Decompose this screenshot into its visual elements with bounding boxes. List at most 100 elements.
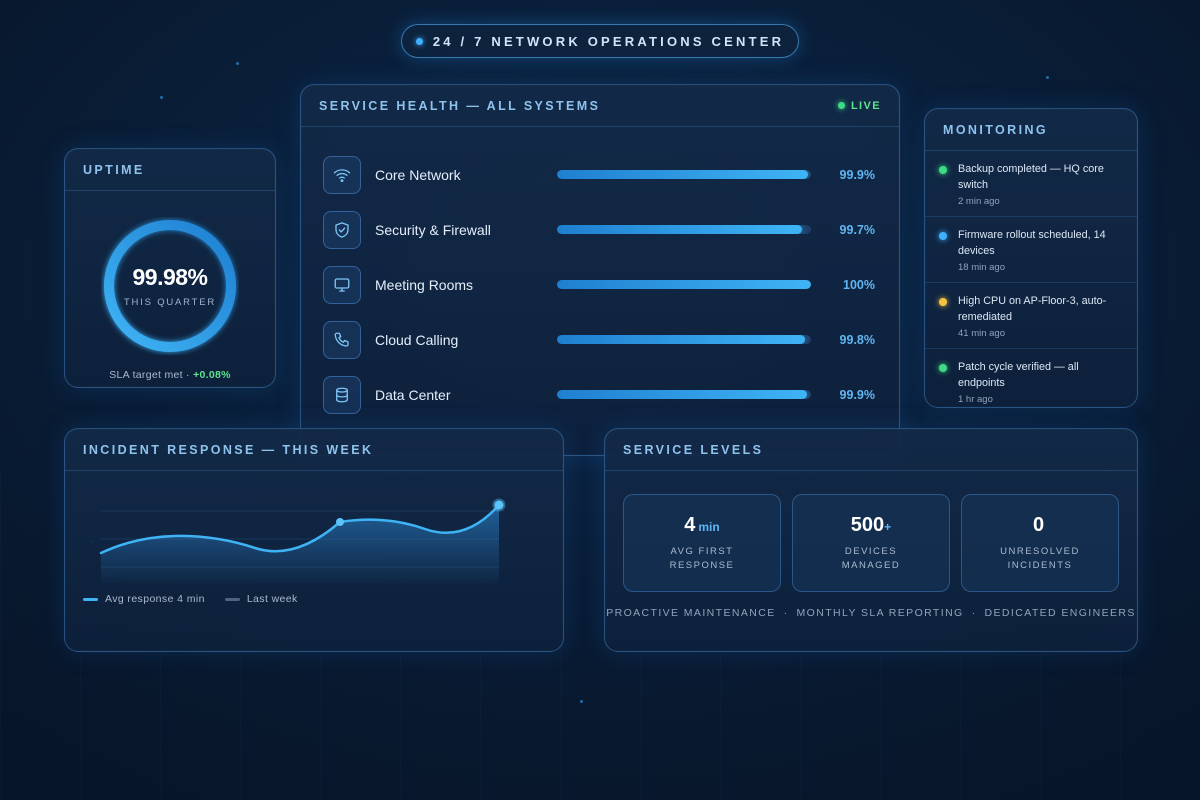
stat-label: DEVICES MANAGED	[842, 545, 901, 573]
stat-label: UNRESOLVED INCIDENTS	[1000, 545, 1080, 573]
service-name: Meeting Rooms	[375, 276, 474, 293]
service-health-bar	[557, 225, 811, 234]
service-name: Cloud Calling	[375, 331, 459, 348]
service-health-bar	[557, 390, 811, 399]
incident-response-title: INCIDENT RESPONSE — THIS WEEK	[83, 442, 374, 457]
uptime-subtitle: THIS QUARTER	[123, 297, 217, 308]
stat-label: AVG FIRST RESPONSE	[670, 545, 735, 573]
monitoring-event[interactable]: High CPU on AP-Floor-3, auto-remediated …	[925, 283, 1137, 349]
wifi-icon	[323, 155, 361, 194]
legend-current-label: Avg response 4 min	[105, 593, 205, 605]
stat-label-line: MANAGED	[841, 559, 901, 571]
service-row-security-firewall[interactable]: Security & Firewall 99.7%	[323, 202, 877, 257]
legend-previous-label: Last week	[246, 593, 298, 605]
footer-item: DEDICATED ENGINEERS	[984, 607, 1136, 619]
background-dot	[160, 96, 163, 99]
stat-number: 0	[1032, 513, 1045, 536]
stat-card-devices[interactable]: 500+ DEVICES MANAGED	[792, 494, 950, 592]
service-name: Data Center	[375, 386, 451, 403]
service-health-bar-fill	[557, 170, 809, 179]
chart-area	[101, 505, 499, 583]
service-levels-footer: PROACTIVE MAINTENANCE · MONTHLY SLA REPORT…	[605, 607, 1137, 619]
service-name: Core Network	[375, 166, 461, 183]
monitoring-event[interactable]: Firmware rollout scheduled, 14 devices 1…	[925, 217, 1137, 283]
stat-label-line: INCIDENTS	[1007, 559, 1073, 571]
monitoring-panel: MONITORING Backup completed — HQ core sw…	[924, 108, 1138, 408]
service-row-cloud-calling[interactable]: Cloud Calling 99.8%	[323, 312, 877, 367]
service-row-core-network[interactable]: Core Network 99.9%	[323, 147, 877, 202]
service-health-title: SERVICE HEALTH — ALL SYSTEMS	[319, 98, 601, 113]
stat-value: 500+	[851, 514, 891, 537]
sla-text: SLA target met ·	[109, 369, 194, 381]
monitoring-title: MONITORING	[943, 122, 1049, 137]
service-value: 99.7%	[839, 222, 875, 237]
live-dot-icon	[837, 102, 845, 109]
service-levels-panel: SERVICE LEVELS 4 min AVG FIRST RESPONSE 50…	[604, 428, 1138, 652]
status-led-icon	[415, 37, 423, 45]
monitoring-event-text: Backup completed — HQ core switch	[958, 163, 1104, 191]
sla-status: SLA target met · +0.08%	[65, 369, 275, 387]
live-badge: LIVE	[837, 99, 881, 112]
monitor-icon	[323, 265, 361, 304]
service-health-bar-fill	[557, 280, 811, 289]
legend-swatch	[83, 597, 98, 601]
legend-swatch	[224, 597, 240, 601]
uptime-title: UPTIME	[83, 162, 145, 177]
footer-item: PROACTIVE MAINTENANCE	[606, 607, 776, 619]
uptime-panel: UPTIME 99.98% THIS QUARTER SLA target me…	[64, 148, 276, 388]
monitoring-event-text: Firmware rollout scheduled, 14 devices	[958, 229, 1106, 257]
footer-item: MONTHLY SLA REPORTING	[796, 607, 964, 619]
uptime-value: 99.98%	[132, 264, 208, 290]
service-value: 100%	[843, 277, 875, 292]
stat-value: 0	[1033, 514, 1047, 537]
live-label: LIVE	[850, 99, 881, 112]
chart-point[interactable]	[336, 518, 344, 526]
monitoring-event-time: 1 hr ago	[958, 394, 993, 405]
monitoring-event-text: High CPU on AP-Floor-3, auto-remediated	[958, 295, 1107, 323]
service-health-bar-fill	[557, 390, 808, 399]
status-dot-icon	[939, 232, 947, 240]
incident-response-chart	[99, 498, 506, 583]
service-health-bar-fill	[557, 335, 805, 344]
status-dot-icon	[939, 166, 947, 174]
background-dot	[1046, 76, 1049, 79]
stat-value: 4 min	[684, 514, 719, 537]
chart-line-current	[99, 503, 501, 555]
monitoring-event[interactable]: Backup completed — HQ core switch 2 min …	[925, 151, 1137, 217]
service-row-data-center[interactable]: Data Center 99.9%	[323, 367, 877, 422]
service-health-panel: SERVICE HEALTH — ALL SYSTEMS LIVE Core N…	[300, 84, 900, 456]
chart-point-latest[interactable]	[492, 498, 506, 512]
incident-response-panel: INCIDENT RESPONSE — THIS WEEK Avg respon…	[64, 428, 564, 652]
stat-card-incidents[interactable]: 0 UNRESOLVED INCIDENTS	[961, 494, 1119, 592]
status-dot-icon	[939, 298, 947, 306]
stat-unit: min	[698, 519, 720, 534]
service-health-bar	[557, 335, 811, 344]
background-dot	[580, 700, 583, 703]
service-health-bar-fill	[557, 225, 803, 234]
monitoring-event[interactable]: Patch cycle verified — all endpoints 1 h…	[925, 349, 1137, 407]
uptime-ring-graphic	[104, 220, 236, 352]
shield-icon	[323, 210, 361, 249]
service-value: 99.9%	[839, 387, 875, 402]
legend-item-current: Avg response 4 min	[83, 593, 205, 605]
stat-label-line: AVG FIRST	[670, 545, 734, 557]
uptime-ring-arc	[104, 220, 236, 352]
legend-item-previous: Last week	[224, 593, 298, 605]
service-value: 99.8%	[839, 332, 875, 347]
service-row-meeting-rooms[interactable]: Meeting Rooms 100%	[323, 257, 877, 312]
database-icon	[323, 375, 361, 414]
noc-banner-label: 24 / 7 NETWORK OPERATIONS CENTER	[432, 33, 785, 49]
phone-icon	[323, 320, 361, 359]
monitoring-event-time: 41 min ago	[958, 328, 1006, 339]
stat-label-line: DEVICES	[844, 545, 898, 557]
monitoring-event-time: 18 min ago	[958, 262, 1006, 273]
stat-label-line: UNRESOLVED	[1000, 545, 1080, 557]
stat-number: 500	[850, 513, 885, 536]
stat-card-response[interactable]: 4 min AVG FIRST RESPONSE	[623, 494, 781, 592]
sla-delta: +0.08%	[193, 369, 231, 381]
uptime-ring: 99.98% THIS QUARTER	[101, 217, 239, 355]
monitoring-event-text: Patch cycle verified — all endpoints	[958, 361, 1079, 389]
service-name: Security & Firewall	[375, 221, 491, 238]
stat-unit: +	[884, 519, 892, 534]
monitoring-event-time: 2 min ago	[958, 196, 1000, 207]
